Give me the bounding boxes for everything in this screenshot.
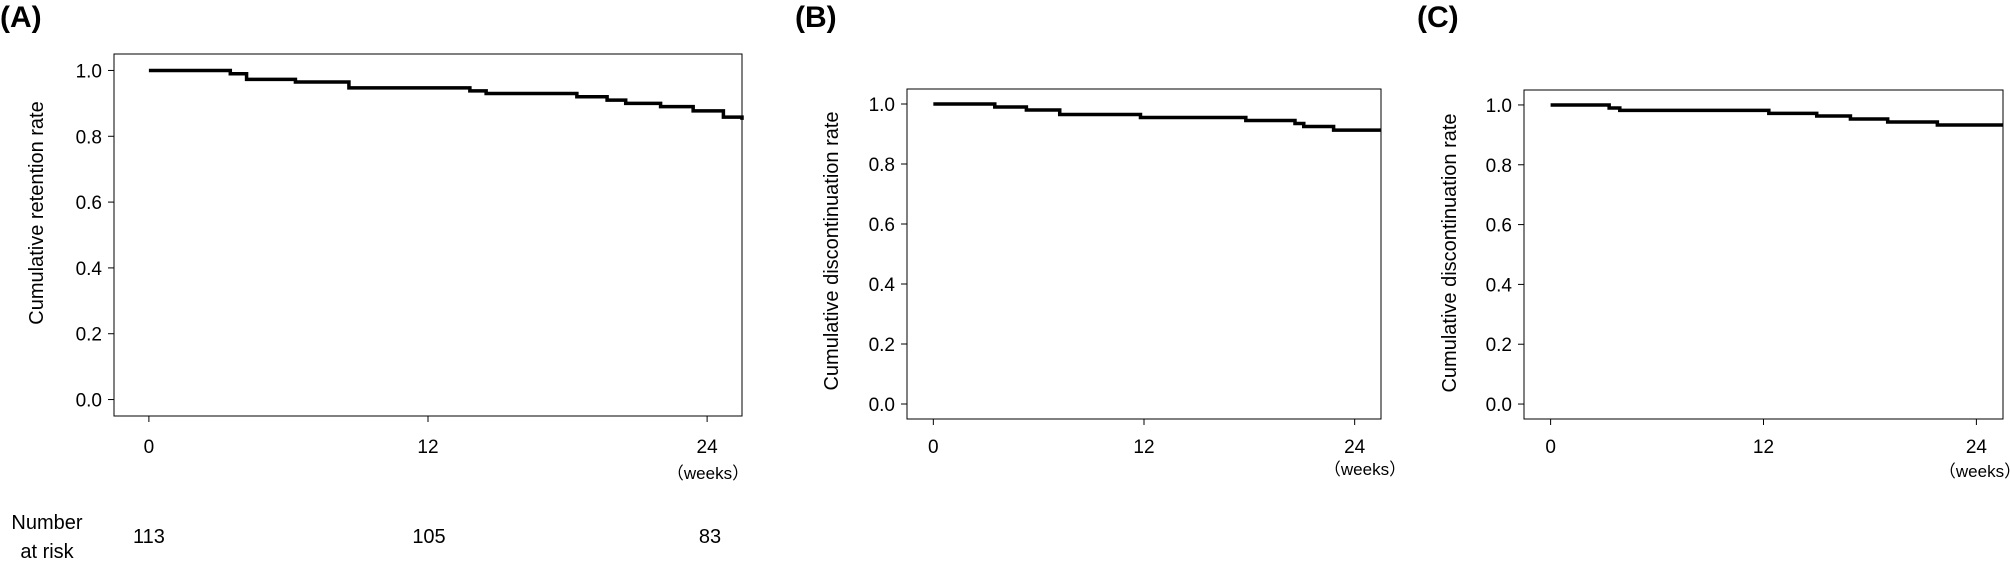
plot-frame-a <box>113 53 743 417</box>
x-unit-label-a: （weeks） <box>667 464 749 483</box>
x-tick-label-a: 0 <box>144 437 155 458</box>
x-tick-label-b: 12 <box>1133 437 1154 458</box>
panel-a: (A) Cumulative retention rate 0.00.20.40… <box>0 1 749 561</box>
panel-label-a: (A) <box>0 1 42 34</box>
y-tick-label-c: 0.4 <box>1486 275 1513 296</box>
panel-label-b: (B) <box>795 1 837 34</box>
y-tick-label-c: 0.2 <box>1486 335 1512 356</box>
y-tick-label-a: 1.0 <box>76 61 102 82</box>
y-tick-label-c: 0.0 <box>1486 395 1512 416</box>
y-tick-label-a: 0.8 <box>76 127 102 148</box>
risk-count-week-12: 105 <box>412 526 445 548</box>
y-tick-label-b: 0.0 <box>869 395 895 416</box>
plot-frame-b <box>906 88 1382 420</box>
survival-curve-b <box>933 102 1381 132</box>
y-tick-label-b: 0.2 <box>869 335 895 356</box>
x-ticks-c: 0 12 24 <box>1545 419 1987 458</box>
y-axis-title-a: Cumulative retention rate <box>26 101 48 324</box>
y-axis-title-c: Cumulative discontinuation rate <box>1439 113 1461 392</box>
x-tick-label-b: 0 <box>928 437 939 458</box>
panel-label-c: (C) <box>1417 1 1459 34</box>
risk-count-week-24: 83 <box>699 526 721 548</box>
panel-c: (C) Cumulative discontinuation rate 0.00… <box>1417 1 2010 481</box>
y-tick-label-c: 0.8 <box>1486 156 1512 177</box>
x-tick-label-a: 24 <box>697 437 719 458</box>
x-tick-label-c: 24 <box>1966 437 1988 458</box>
risk-count-week-0: 113 <box>133 526 165 548</box>
y-tick-label-b: 1.0 <box>869 95 895 116</box>
survival-curve-a <box>148 68 744 120</box>
y-ticks-c: 0.0 0.2 0.4 0.6 0.8 1.0 <box>1486 96 1524 416</box>
y-ticks-a: 0.0 0.2 0.4 0.6 0.8 1.0 <box>76 61 114 412</box>
panel-b: (B) Cumulative discontinuation rate 0.00… <box>795 1 1406 479</box>
y-tick-label-c: 0.6 <box>1486 216 1512 237</box>
risk-table-title-line1: Number <box>11 512 82 534</box>
x-ticks-b: 0 12 24 <box>928 419 1366 458</box>
y-ticks-b: 0.0 0.2 0.4 0.6 0.8 1.0 <box>869 95 907 416</box>
x-tick-label-c: 0 <box>1545 437 1556 458</box>
plot-frame-c <box>1523 89 2004 420</box>
y-tick-label-b: 0.4 <box>869 275 896 296</box>
y-tick-label-a: 0.6 <box>76 193 102 214</box>
risk-table-a: Number at risk 113 105 83 <box>11 512 721 561</box>
x-tick-label-b: 24 <box>1344 437 1366 458</box>
x-tick-label-a: 12 <box>417 437 438 458</box>
y-tick-label-a: 0.4 <box>76 259 103 280</box>
survival-curve-c <box>1550 103 2003 127</box>
y-tick-label-c: 1.0 <box>1486 96 1512 117</box>
risk-table-title-line2: at risk <box>20 541 74 561</box>
x-unit-label-c: （weeks） <box>1939 462 2010 481</box>
y-axis-title-b: Cumulative discontinuation rate <box>821 111 843 390</box>
x-tick-label-c: 12 <box>1753 437 1774 458</box>
y-tick-label-a: 0.2 <box>76 325 102 346</box>
x-ticks-a: 0 12 24 <box>144 416 719 458</box>
y-tick-label-b: 0.6 <box>869 215 895 236</box>
y-tick-label-b: 0.8 <box>869 155 895 176</box>
y-tick-label-a: 0.0 <box>76 391 102 412</box>
x-unit-label-b: （weeks） <box>1324 460 1406 479</box>
